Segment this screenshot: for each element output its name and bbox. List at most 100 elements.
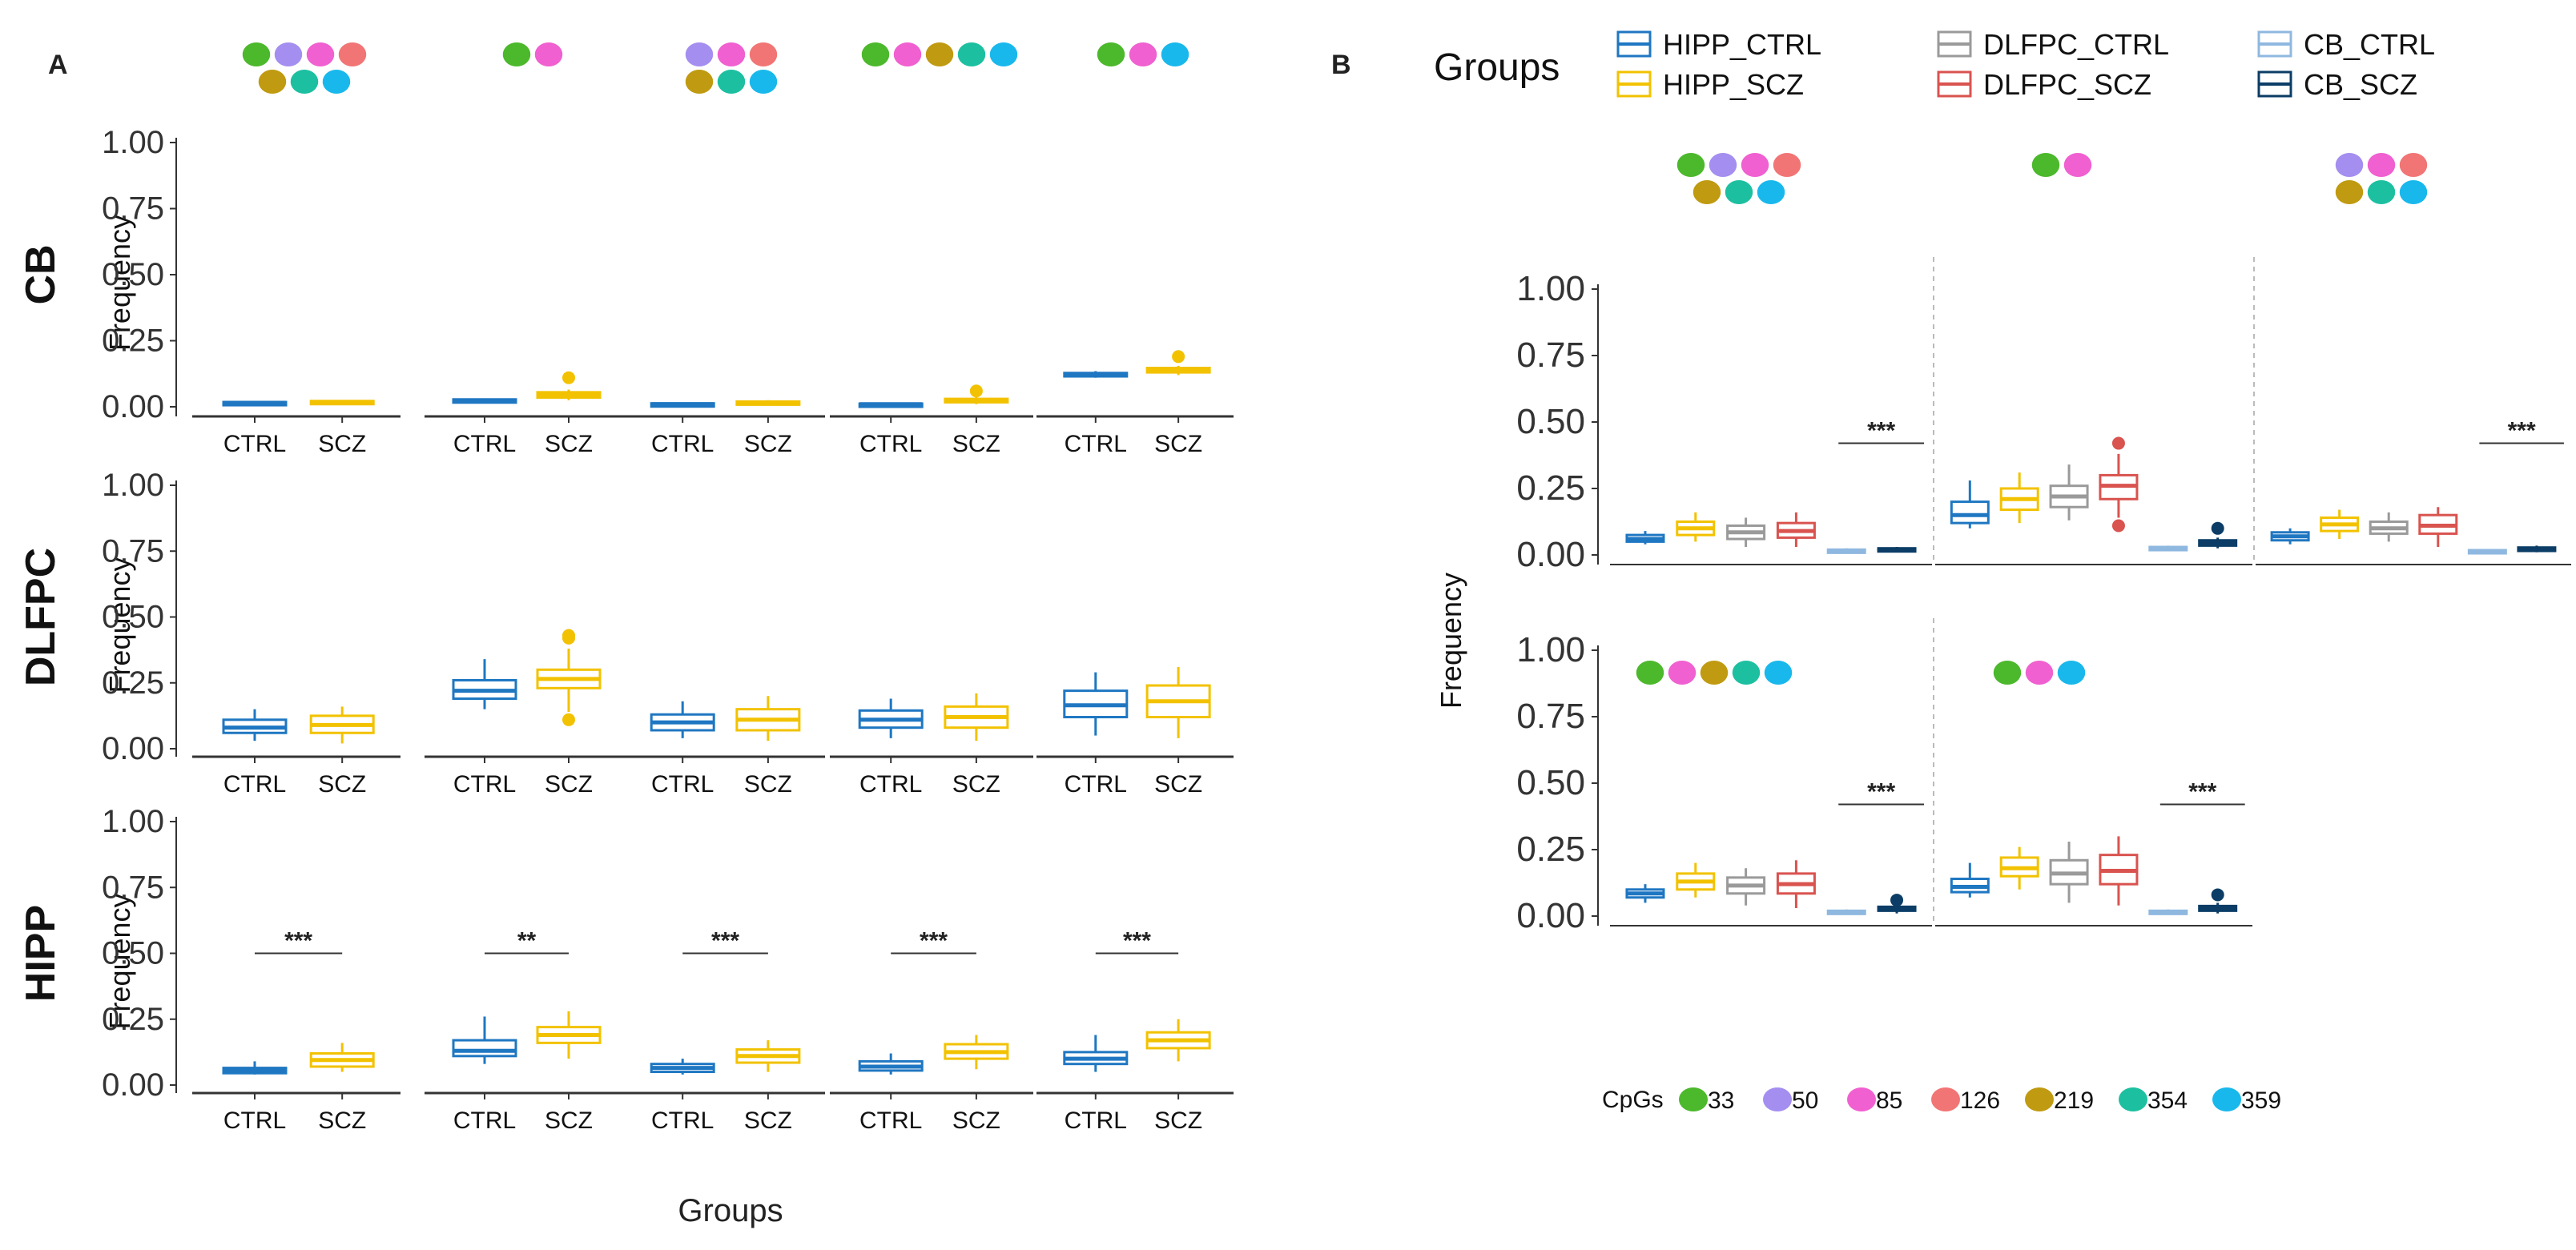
box-ctrl (858, 402, 924, 408)
x-tick-label: CTRL (223, 771, 286, 798)
significance-label: *** (920, 928, 948, 955)
cpg-dot-219 (1700, 661, 1729, 685)
box-scz (1145, 1019, 1211, 1062)
x-tick-label: SCZ (318, 1107, 366, 1134)
box-cb_ctrl (2467, 549, 2507, 555)
box-ctrl (650, 701, 715, 738)
cpg-dot-354 (290, 70, 319, 94)
box-scz (735, 1040, 801, 1072)
cpg-legend-dot (1847, 1087, 1876, 1111)
box-hipp_ctrl (2270, 528, 2310, 545)
box-hipp_ctrl (1625, 884, 1665, 903)
box-scz (944, 384, 1009, 404)
cpg-dot-33 (1676, 153, 1705, 177)
y-axis-title: Frequency (103, 557, 136, 693)
panel-a-x-axis-title: Groups (678, 1193, 783, 1228)
outlier-point (2211, 888, 2224, 902)
cpg-legend-item: 50 (1763, 1087, 1818, 1114)
cpg-dot-85 (717, 42, 746, 66)
y-tick-label: 0.50 (102, 600, 164, 635)
x-tick-label: CTRL (1065, 771, 1127, 798)
x-tick-label: CTRL (453, 771, 516, 798)
cpg-legend-label: 50 (1792, 1087, 1818, 1114)
x-tick-label: CTRL (223, 431, 286, 457)
cpg-dot-85 (2063, 153, 2092, 177)
box-ctrl (858, 698, 924, 738)
x-tick-label: SCZ (952, 1107, 1000, 1134)
x-tick-label: SCZ (952, 431, 1000, 457)
x-tick-label: SCZ (1154, 431, 1202, 457)
x-tick-label: SCZ (1154, 771, 1202, 798)
box-dlfpc_ctrl (2049, 842, 2089, 903)
cpg-dot-85 (2025, 661, 2054, 685)
legend-label: CB_CTRL (2304, 28, 2435, 61)
y-tick-label: 1.00 (1516, 630, 1585, 669)
box-ctrl (650, 1059, 715, 1075)
significance-label: *** (284, 928, 312, 955)
y-tick-label: 0.75 (102, 533, 164, 569)
cpg-dot-359 (322, 70, 351, 94)
cpg-dot-33 (2031, 153, 2060, 177)
x-tick-label: SCZ (744, 771, 792, 798)
cpg-dot-33 (502, 42, 531, 66)
x-tick-label: SCZ (744, 1107, 792, 1134)
box-ctrl (1063, 1035, 1129, 1072)
box-dlfpc_scz (2099, 436, 2139, 533)
cpg-dot-85 (534, 42, 563, 66)
significance-label: *** (2508, 418, 2536, 444)
box-cb_scz (1877, 547, 1917, 553)
box-dlfpc_ctrl (1726, 517, 1766, 548)
y-tick-label: 1.00 (102, 804, 164, 839)
legend-label: HIPP_SCZ (1663, 68, 1804, 101)
box-dlfpc_scz (2099, 836, 2139, 906)
y-axis-title: Frequency (103, 893, 136, 1029)
cpg-legend-item: 219 (2025, 1087, 2094, 1114)
legend-item: CB_SCZ (2257, 68, 2417, 101)
box-hipp_scz (1999, 846, 2039, 890)
panel-a: A Groups (48, 50, 783, 1228)
box-scz (735, 696, 801, 742)
significance-label: *** (711, 928, 739, 955)
outlier-point (2211, 521, 2224, 535)
box-scz (536, 371, 602, 400)
cpg-legend-dot (2212, 1087, 2241, 1111)
row-label-hipp: HIPP (18, 905, 64, 1002)
y-tick-label: 0.00 (1516, 535, 1585, 574)
y-tick-label: 0.00 (102, 389, 164, 424)
outlier-point (2111, 519, 2125, 533)
legend-item: HIPP_CTRL (1616, 28, 1821, 61)
cpg-dot-354 (1732, 661, 1761, 685)
cpg-legend-label: 33 (1708, 1087, 1734, 1114)
cpg-legend-label: 85 (1876, 1087, 1902, 1114)
x-tick-label: CTRL (859, 1107, 922, 1134)
cpg-dot-85 (306, 42, 335, 66)
x-tick-label: SCZ (318, 431, 366, 457)
cpg-legend-label: 354 (2147, 1087, 2188, 1114)
cpg-dot-33 (1636, 661, 1664, 685)
outlier-point (969, 384, 983, 398)
box-dlfpc_ctrl (2049, 464, 2089, 520)
box-cb_scz (2198, 888, 2238, 914)
box-ctrl (1063, 371, 1129, 378)
box-hipp_scz (1999, 472, 2039, 524)
box-hipp_ctrl (1950, 480, 1990, 529)
legend-item: DLFPC_SCZ (1937, 68, 2151, 101)
x-tick-label: CTRL (859, 771, 922, 798)
cpg-dot-359 (749, 70, 778, 94)
box-dlfpc_ctrl (2369, 512, 2409, 542)
box-hipp_scz (1676, 862, 1716, 898)
x-tick-label: CTRL (453, 1107, 516, 1134)
cpg-dot-219 (925, 42, 954, 66)
box-scz (309, 400, 375, 406)
cpg-dot-85 (1741, 153, 1769, 177)
cpg-legend-dot (1679, 1087, 1708, 1111)
cpg-dot-354 (2367, 180, 2396, 204)
box-ctrl (1063, 672, 1129, 736)
box-scz (944, 1035, 1009, 1070)
box-scz (309, 1043, 375, 1072)
legend-label: CB_SCZ (2304, 68, 2417, 101)
box-cb_scz (2517, 545, 2557, 553)
cpg-legend-dot (1763, 1087, 1792, 1111)
panel-b-y-axis-title: Frequency (1435, 573, 1467, 709)
box-cb_ctrl (1826, 548, 1866, 554)
